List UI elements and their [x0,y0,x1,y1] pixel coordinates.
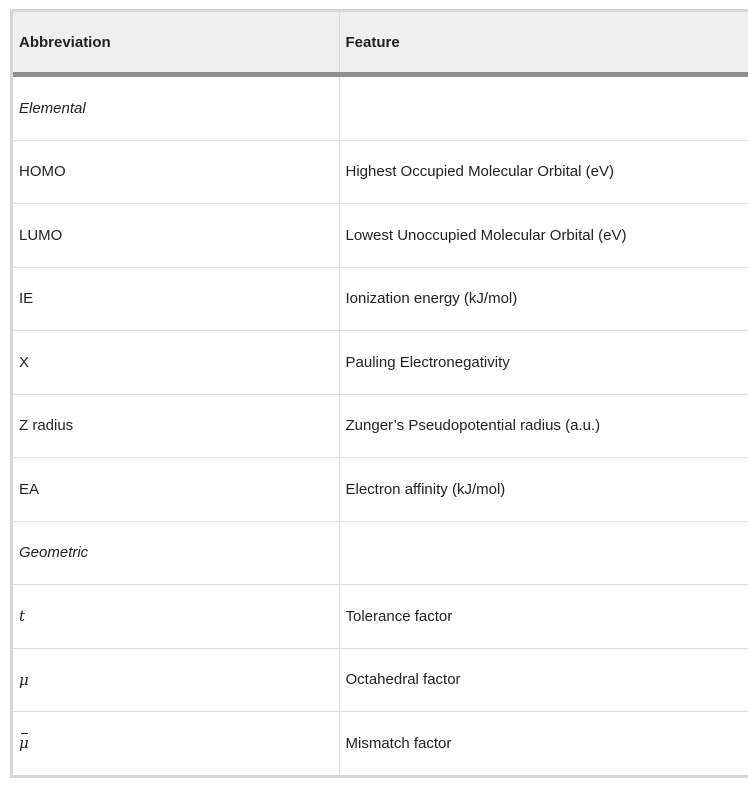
abbreviation-cell: LUMO [13,203,340,267]
abbreviation-cell: Z radius [13,393,340,458]
abbreviation-cell: EA [13,457,340,521]
table-row: μ Octahedral factor [13,647,748,712]
table-row: IE Ionization energy (kJ/mol) [13,266,748,331]
abbreviation-cell: IE [13,266,340,331]
feature-cell: Highest Occupied Molecular Orbital (eV) [339,139,748,204]
table-row: Z radius Zunger’s Pseudopotential radius… [13,393,748,458]
table-row: EA Electron affinity (kJ/mol) [13,457,748,521]
math-symbol-mu: μ [19,670,29,689]
feature-cell: Octahedral factor [339,647,748,712]
feature-cell: Lowest Unoccupied Molecular Orbital (eV) [339,203,748,267]
table-row-section-geometric: Geometric [13,520,748,585]
feature-cell: Mismatch factor [339,711,748,775]
feature-cell: Zunger’s Pseudopotential radius (a.u.) [339,393,748,458]
abbreviation-cell: t [13,584,340,648]
table-row-section-elemental: Elemental [13,74,748,141]
feature-cell [339,520,748,585]
math-symbol-t: t [19,607,26,626]
section-label: Elemental [13,74,340,140]
feature-cell: Pauling Electronegativity [339,330,748,394]
abbreviation-cell: HOMO [13,139,340,204]
header-row: Abbreviation Feature [13,12,748,77]
feature-cell: Ionization energy (kJ/mol) [339,266,748,331]
table-row: X Pauling Electronegativity [13,330,748,394]
feature-table: Abbreviation Feature Elemental HOMO High… [13,12,748,775]
feature-cell [339,75,748,141]
feature-table-container: Abbreviation Feature Elemental HOMO High… [10,9,748,778]
abbreviation-cell: μ [13,647,340,712]
section-label: Geometric [13,520,340,585]
abbreviation-cell: μ [13,711,340,775]
table-row: μ Mismatch factor [13,711,748,775]
abbreviation-cell: X [13,330,340,394]
table-row: t Tolerance factor [13,584,748,648]
table-row: HOMO Highest Occupied Molecular Orbital … [13,139,748,204]
feature-cell: Tolerance factor [339,584,748,648]
feature-cell: Electron affinity (kJ/mol) [339,457,748,521]
table-row: LUMO Lowest Unoccupied Molecular Orbital… [13,203,748,267]
header-abbreviation: Abbreviation [13,12,340,77]
math-symbol-mu-bar: μ [19,732,29,752]
header-feature: Feature [339,12,748,77]
